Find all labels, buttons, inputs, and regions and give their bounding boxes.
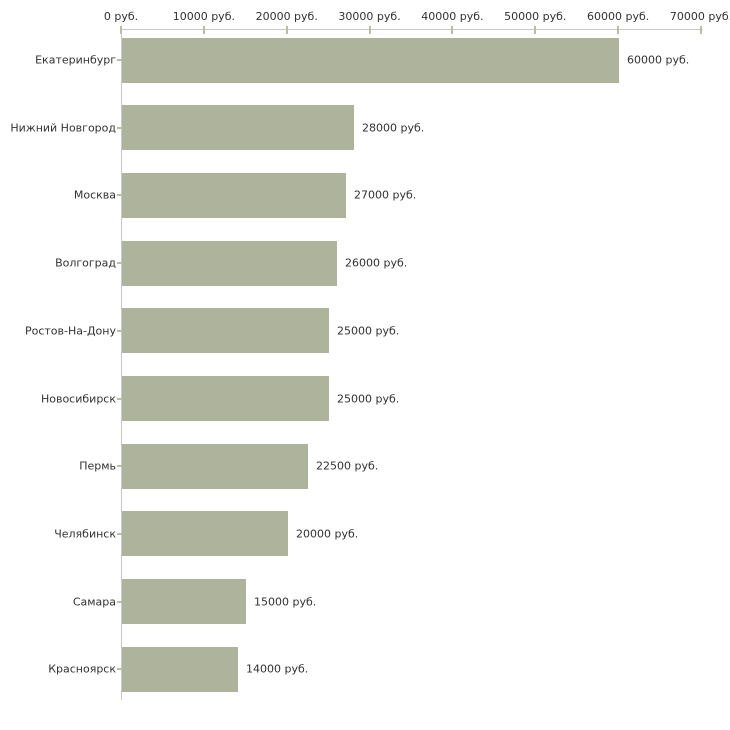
value-label: 25000 руб. — [337, 392, 400, 405]
value-label: 27000 руб. — [354, 188, 417, 202]
category-label: Нижний Новгород — [10, 121, 116, 135]
x-axis-tick — [202, 26, 205, 34]
category-label: Красноярск — [48, 662, 116, 676]
x-axis-tick — [120, 26, 122, 34]
category-label: Челябинск — [54, 527, 116, 541]
bar — [122, 579, 246, 625]
bar — [122, 37, 619, 83]
bar — [122, 308, 329, 354]
x-axis-tick-label: 70000 руб. — [669, 10, 730, 23]
value-label: 15000 руб. — [254, 595, 317, 609]
bar — [122, 511, 288, 557]
category-tick — [117, 397, 122, 400]
value-label: 22500 руб. — [316, 459, 379, 473]
category-tick — [117, 465, 122, 468]
x-axis-tick — [617, 26, 620, 34]
y-axis-line — [121, 29, 122, 700]
category-tick — [117, 126, 122, 129]
category-tick — [117, 59, 122, 61]
x-axis-tick-label: 30000 руб. — [338, 10, 401, 23]
bar — [122, 172, 346, 218]
bar — [122, 376, 329, 421]
x-axis-tick-label: 60000 руб. — [587, 10, 650, 23]
value-label: 25000 руб. — [337, 324, 400, 338]
x-axis-tick — [285, 26, 288, 34]
category-tick — [117, 262, 122, 265]
category-tick — [117, 600, 122, 603]
bar — [122, 105, 354, 151]
bar — [122, 646, 238, 692]
category-label: Москва — [73, 188, 116, 202]
category-label: Самара — [72, 595, 116, 609]
bar — [122, 240, 337, 286]
x-axis-tick — [700, 26, 702, 34]
bar — [122, 443, 308, 489]
category-tick — [117, 194, 122, 197]
x-axis-tick-label: 0 руб. — [103, 10, 139, 23]
x-axis-tick — [534, 26, 537, 34]
category-label: Ростов-На-Дону — [24, 324, 116, 338]
value-label: 60000 руб. — [627, 53, 690, 67]
x-axis-tick — [451, 26, 454, 34]
category-label: Волгоград — [55, 256, 116, 270]
x-axis-line — [121, 29, 703, 30]
value-label: 14000 руб. — [246, 662, 309, 676]
x-axis-tick-label: 40000 руб. — [421, 10, 484, 23]
value-label: 26000 руб. — [345, 256, 408, 270]
category-tick — [117, 532, 122, 535]
value-label: 20000 руб. — [296, 527, 359, 541]
x-axis-tick-label: 50000 руб. — [504, 10, 567, 23]
category-label: Екатеринбург — [35, 53, 116, 67]
category-label: Пермь — [79, 459, 116, 473]
category-label: Новосибирск — [40, 392, 116, 405]
x-axis-tick-label: 10000 руб. — [172, 10, 235, 23]
x-axis-tick-label: 20000 руб. — [255, 10, 318, 23]
category-tick — [117, 668, 122, 671]
category-tick — [117, 329, 122, 332]
x-axis-tick — [368, 26, 371, 34]
value-label: 28000 руб. — [362, 121, 425, 135]
